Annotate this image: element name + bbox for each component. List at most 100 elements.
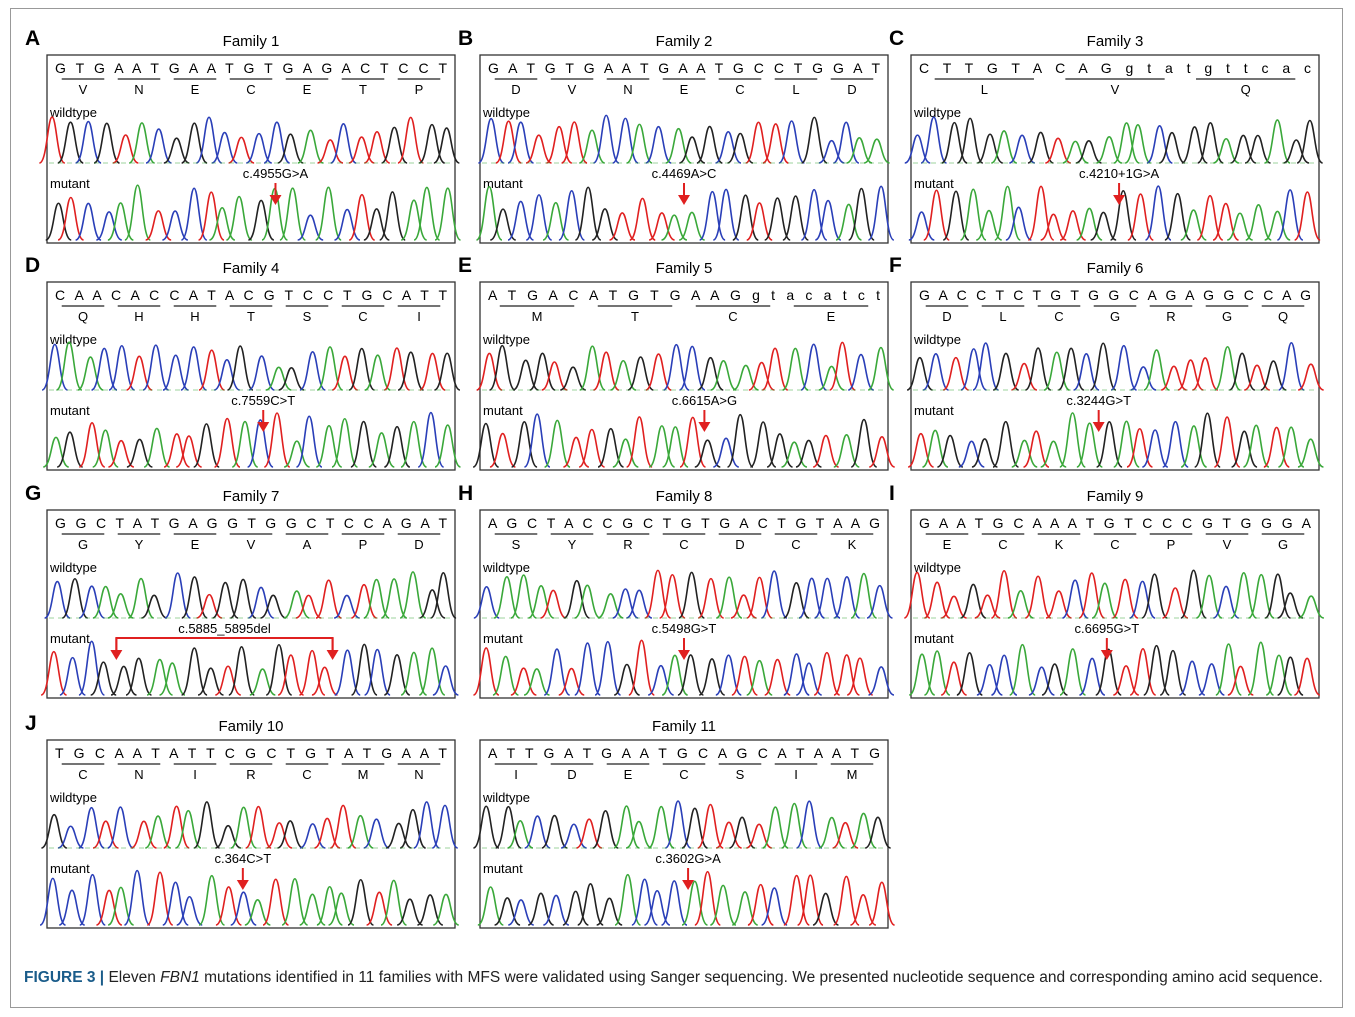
trace-peak xyxy=(868,667,894,695)
amino-acid: K xyxy=(1055,537,1064,552)
amino-acid: C xyxy=(728,309,737,324)
panel: IFamily 9G A A T G C A A A T G T C C C G… xyxy=(889,482,1324,698)
trace-peak xyxy=(296,595,322,618)
mutant-label: mutant xyxy=(50,403,90,418)
panel-title: Family 3 xyxy=(1087,33,1144,50)
trace-peak xyxy=(579,430,605,467)
amino-acid: V xyxy=(247,537,256,552)
trace-peak xyxy=(1215,347,1241,390)
trace-peak xyxy=(848,355,874,390)
amino-acid: Q xyxy=(1241,82,1251,97)
caption-text: Eleven xyxy=(108,969,155,986)
panel-letter: B xyxy=(458,27,473,50)
trace-peak xyxy=(526,135,552,163)
panel-letter: H xyxy=(458,482,473,505)
amino-acid: E xyxy=(191,82,200,97)
panel-title: Family 5 xyxy=(656,260,713,277)
amino-acid: P xyxy=(415,82,424,97)
trace-peak xyxy=(664,345,690,390)
amino-acid: C xyxy=(78,767,87,782)
nucleotide-sequence: T G C A A T A T T C G C T G T A T G A A … xyxy=(55,745,447,761)
trace-peak xyxy=(784,583,810,618)
trace-peak xyxy=(1060,649,1086,695)
trace-peak xyxy=(432,805,458,848)
trace-peak xyxy=(924,190,950,240)
amino-acid: C xyxy=(1110,537,1119,552)
mutant-label: mutant xyxy=(483,176,523,191)
trace-peak xyxy=(473,648,499,695)
trace-peak xyxy=(141,595,167,618)
trace-peak xyxy=(576,819,602,848)
panel-letter: E xyxy=(458,254,472,277)
trace-peak xyxy=(1161,366,1187,390)
trace-peak xyxy=(765,660,791,695)
trace-peak xyxy=(316,580,342,618)
trace-peak xyxy=(575,643,601,695)
trace-peak xyxy=(317,887,343,925)
mutant-label: mutant xyxy=(914,403,954,418)
wildtype-label: wildtype xyxy=(913,332,961,347)
trace-peak xyxy=(298,130,324,163)
wildtype-label: wildtype xyxy=(482,560,530,575)
amino-acid: T xyxy=(247,309,255,324)
trace-peak xyxy=(381,579,407,618)
amino-acid: D xyxy=(942,309,951,324)
trace-peak xyxy=(435,188,461,240)
panel: HFamily 8A G C T A C C G C T G T G A C T… xyxy=(458,482,894,698)
trace-peak xyxy=(698,805,724,848)
amino-acid: I xyxy=(514,767,518,782)
amino-acid: G xyxy=(1278,537,1288,552)
mutation-arrowhead xyxy=(678,195,690,205)
caption-label: FIGURE 3 | xyxy=(24,969,104,986)
trace-peak xyxy=(779,121,805,163)
caption-text: mutations identified in 11 families with… xyxy=(204,969,1323,986)
trace-peak xyxy=(763,124,789,163)
trace-peak xyxy=(194,802,220,848)
trace-peak xyxy=(108,203,134,240)
trace-peak xyxy=(59,890,85,925)
amino-acid: P xyxy=(1167,537,1176,552)
trace-peak xyxy=(646,127,672,163)
caption: FIGURE 3 | Eleven FBN1 mutations identif… xyxy=(24,966,1324,990)
amino-acid: E xyxy=(943,537,952,552)
trace-peak xyxy=(147,660,173,695)
trace-peak xyxy=(993,353,1019,390)
trace-peak xyxy=(230,579,256,618)
amino-acid: C xyxy=(1054,309,1063,324)
mutation-label: c.4210+1G>A xyxy=(1079,166,1160,181)
amino-acid: N xyxy=(623,82,632,97)
trace-peak xyxy=(60,658,85,695)
amino-acid: M xyxy=(532,309,543,324)
trace-peak xyxy=(96,212,122,240)
trace-peak xyxy=(542,816,568,848)
trace-peak xyxy=(1142,574,1168,618)
trace-peak xyxy=(1041,214,1067,240)
amino-acid: S xyxy=(303,309,312,324)
trace-peak xyxy=(528,893,554,925)
panel-letter: J xyxy=(25,712,37,735)
trace-peak xyxy=(318,140,344,163)
nucleotide-sequence: C T T G T A C A G g t a t g t t c a c xyxy=(919,60,1311,76)
panels: AFamily 1G T G A A T G A A T G T G A G A… xyxy=(0,0,1355,960)
trace-peak xyxy=(961,584,987,618)
nucleotide-sequence: G A T G T G A A T G A A T G C C T G G A … xyxy=(488,60,880,76)
trace-peak xyxy=(419,648,445,695)
mutant-label: mutant xyxy=(50,631,90,646)
amino-acid: G xyxy=(1222,309,1232,324)
trace-peak xyxy=(278,655,304,695)
trace-peak xyxy=(419,125,445,163)
amino-acid: M xyxy=(358,767,369,782)
trace-peak xyxy=(1147,126,1173,163)
trace-peak xyxy=(94,123,120,163)
amino-acid: C xyxy=(679,767,688,782)
trace-peak xyxy=(923,354,949,390)
amino-acid: S xyxy=(736,767,745,782)
trace-peak xyxy=(593,811,619,848)
trace-peak xyxy=(545,420,571,467)
trace-peak xyxy=(627,417,653,467)
trace-peak xyxy=(400,810,426,848)
mutation-label: c.6695G>T xyxy=(1074,621,1139,636)
panel-title: Family 11 xyxy=(652,718,716,735)
trace-peak xyxy=(431,573,457,618)
amino-acid: L xyxy=(981,82,988,97)
